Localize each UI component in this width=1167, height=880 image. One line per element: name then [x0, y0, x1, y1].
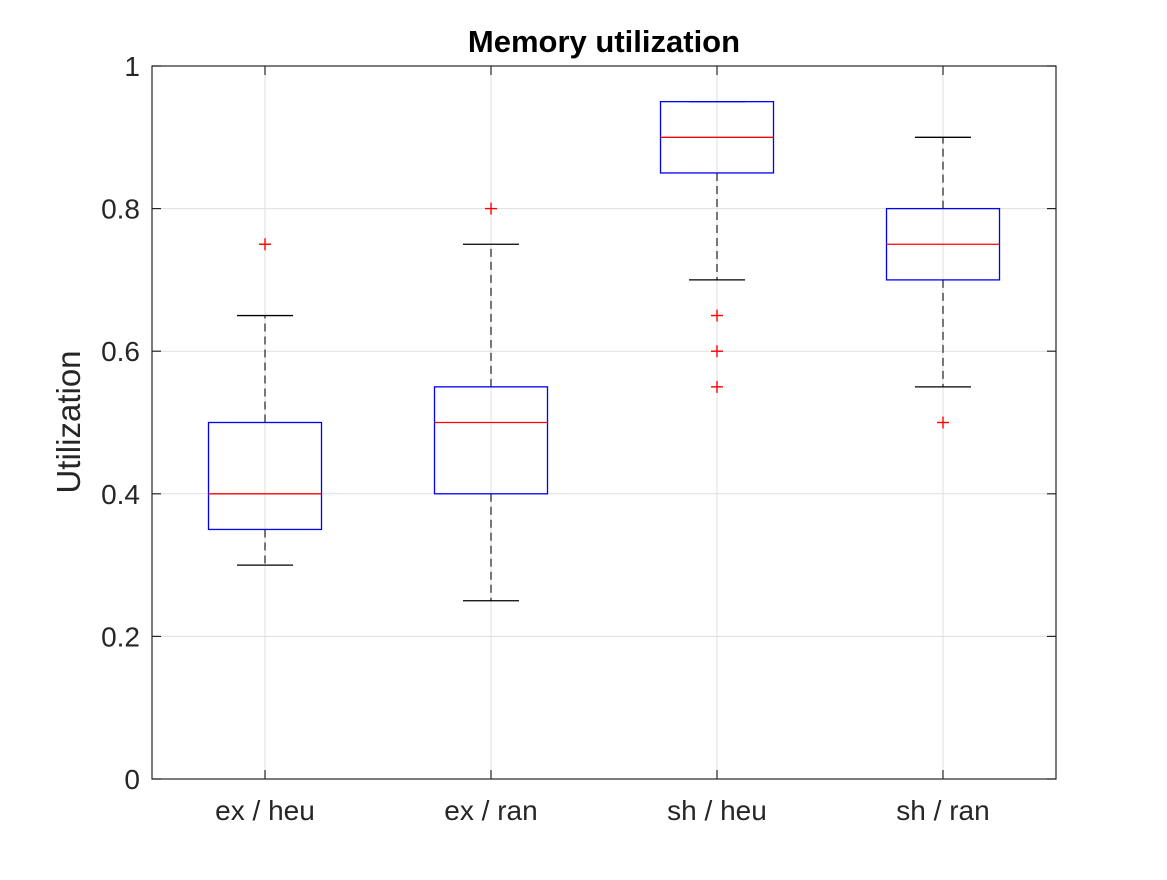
x-tick-label: sh / heu: [667, 795, 767, 826]
y-tick-label: 0: [124, 764, 140, 795]
y-axis-label: Utilization: [50, 350, 87, 493]
chart-title: Memory utilization: [468, 24, 740, 59]
boxes: [207, 101, 1001, 602]
outlier-marker: [485, 202, 497, 215]
outlier-marker: [711, 380, 723, 393]
outlier-marker: [937, 416, 949, 429]
outlier-marker: [711, 345, 723, 358]
axes: [151, 65, 1057, 780]
y-tick-label: 0.4: [101, 479, 140, 510]
y-tick-label: 0.6: [101, 336, 140, 367]
box-group: [885, 136, 1001, 429]
box-group: [659, 101, 775, 393]
box-iqr: [207, 421, 323, 531]
box-iqr: [433, 386, 549, 495]
y-tick-label: 0.2: [101, 621, 140, 652]
y-tick-label: 1: [124, 51, 140, 82]
outlier-marker: [259, 238, 271, 251]
box-group: [207, 238, 323, 566]
outlier-marker: [711, 309, 723, 322]
plot-frame: [151, 65, 1057, 780]
x-tick-label: sh / ran: [896, 795, 989, 826]
x-tick-label: ex / ran: [444, 795, 537, 826]
box-group: [433, 202, 549, 602]
y-tick-label: 0.8: [101, 194, 140, 225]
x-tick-label: ex / heu: [215, 795, 315, 826]
tick-labels: 0 0.2 0.4 0.6 0.8 1 ex / heu ex / ran sh / heu sh…: [101, 51, 990, 826]
